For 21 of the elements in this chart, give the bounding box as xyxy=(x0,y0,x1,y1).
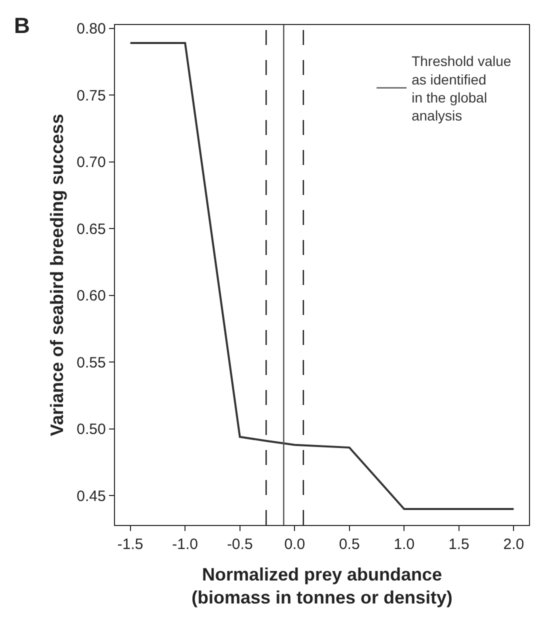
y-tick-label: 0.65 xyxy=(76,220,106,238)
y-tick-label: 0.55 xyxy=(76,354,106,372)
x-axis-title: Normalized prey abundance (biomass in tonnes or density) xyxy=(191,564,453,608)
y-tick-label: 0.45 xyxy=(76,488,106,505)
x-tick-label: 1.0 xyxy=(394,536,415,554)
y-tick-label: 0.70 xyxy=(76,154,106,172)
ref-line-label: Threshold value as identified in the global analysis xyxy=(412,53,512,124)
x-tick-label: 0.0 xyxy=(284,536,306,554)
y-tick-label: 0.75 xyxy=(76,87,106,104)
x-tick-label: -1.0 xyxy=(172,536,198,554)
line-series xyxy=(129,42,515,510)
text: B xyxy=(14,13,30,38)
x-tick-label: 1.5 xyxy=(448,536,470,554)
x-tick-label: -1.5 xyxy=(117,536,144,554)
x-tick-label: -0.5 xyxy=(226,536,253,554)
y-tick-label: 0.80 xyxy=(76,20,106,38)
x-tick-label: 2.0 xyxy=(503,536,524,554)
y-axis-title: Variance of seabird breeding success xyxy=(46,114,67,436)
y-tick-label: 0.50 xyxy=(76,421,106,438)
y-tick-label: 0.60 xyxy=(76,288,106,305)
x-tick-label: 0.5 xyxy=(338,536,360,554)
